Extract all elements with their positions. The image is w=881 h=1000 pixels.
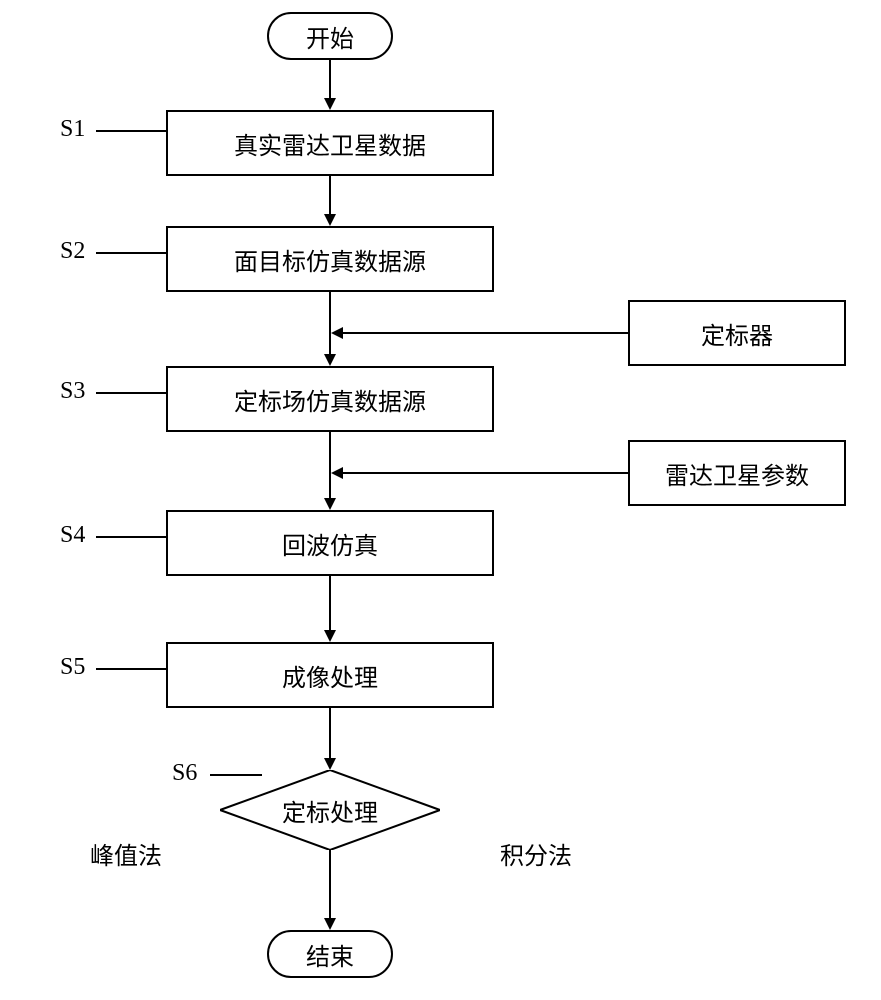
arrow-calibrator-h [343, 332, 628, 334]
s2-step-label: S2 [60, 238, 85, 265]
s5-leader [96, 668, 166, 670]
arrowhead-s4-s5 [324, 630, 336, 642]
arrow-start-s1 [329, 60, 331, 98]
s4-text: 回波仿真 [282, 526, 378, 561]
start-label: 开始 [306, 19, 354, 54]
s5-text: 成像处理 [282, 658, 378, 693]
calibrator-box: 定标器 [628, 300, 846, 366]
s1-leader [96, 130, 166, 132]
s6-step-label: S6 [172, 760, 197, 787]
arrowhead-s1-s2 [324, 214, 336, 226]
s4-box: 回波仿真 [166, 510, 494, 576]
s2-leader [96, 252, 166, 254]
arrow-s3-s4 [329, 432, 331, 498]
s6-text: 定标处理 [282, 793, 378, 828]
s4-leader [96, 536, 166, 538]
radar-params-box: 雷达卫星参数 [628, 440, 846, 506]
arrow-s1-s2 [329, 176, 331, 214]
arrowhead-s2-s3 [324, 354, 336, 366]
s3-leader [96, 392, 166, 394]
s2-box: 面目标仿真数据源 [166, 226, 494, 292]
s2-text: 面目标仿真数据源 [234, 242, 426, 277]
radar-params-text: 雷达卫星参数 [665, 456, 809, 491]
s3-step-label: S3 [60, 378, 85, 405]
branch-right-label: 积分法 [500, 836, 572, 871]
arrowhead-radar [331, 467, 343, 479]
arrowhead-s5-s6 [324, 758, 336, 770]
arrowhead-s3-s4 [324, 498, 336, 510]
end-terminal: 结束 [267, 930, 393, 978]
s6-decision: 定标处理 [220, 770, 440, 850]
branch-left-label: 峰值法 [90, 836, 162, 871]
end-label: 结束 [306, 937, 354, 972]
s1-text: 真实雷达卫星数据 [234, 126, 426, 161]
calibrator-text: 定标器 [701, 316, 773, 351]
arrowhead-start-s1 [324, 98, 336, 110]
arrow-s6-end [329, 850, 331, 918]
arrowhead-calibrator [331, 327, 343, 339]
arrow-s5-s6 [329, 708, 331, 758]
s5-step-label: S5 [60, 654, 85, 681]
s1-step-label: S1 [60, 116, 85, 143]
s1-box: 真实雷达卫星数据 [166, 110, 494, 176]
s3-text: 定标场仿真数据源 [234, 382, 426, 417]
arrow-s4-s5 [329, 576, 331, 630]
arrow-radar-h [343, 472, 628, 474]
arrowhead-s6-end [324, 918, 336, 930]
s5-box: 成像处理 [166, 642, 494, 708]
arrow-s2-s3 [329, 292, 331, 354]
start-terminal: 开始 [267, 12, 393, 60]
s3-box: 定标场仿真数据源 [166, 366, 494, 432]
s6-leader [210, 774, 262, 776]
s4-step-label: S4 [60, 522, 85, 549]
